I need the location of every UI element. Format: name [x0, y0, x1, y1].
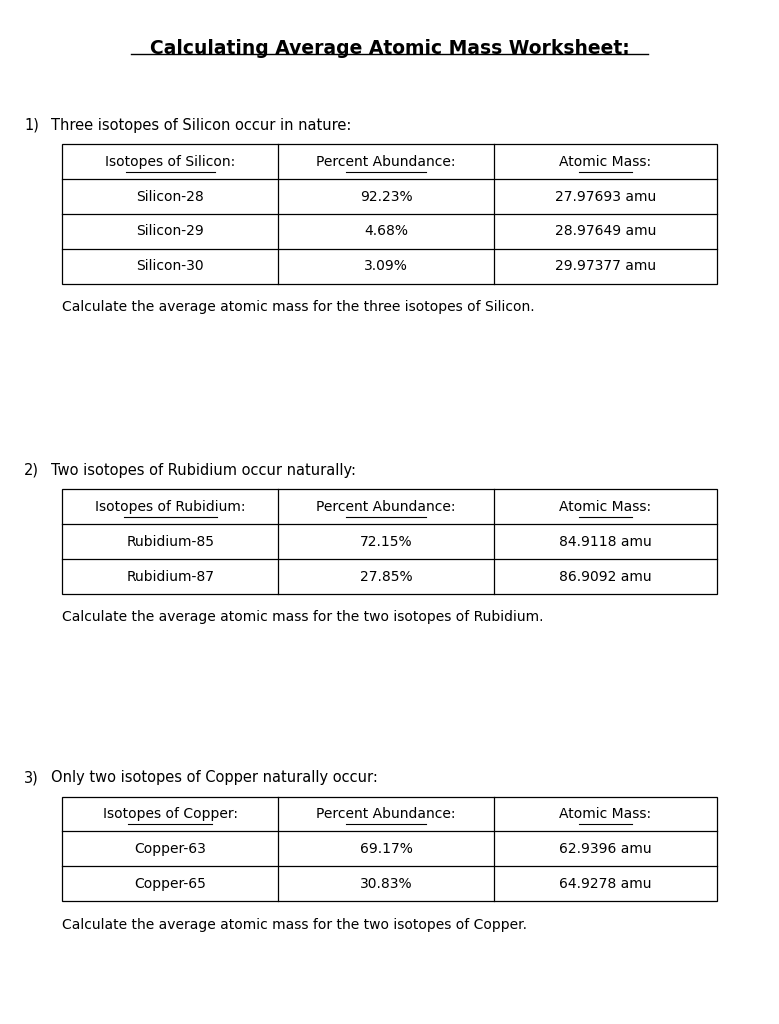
Text: 3): 3): [24, 770, 39, 785]
Text: 62.9396 amu: 62.9396 amu: [559, 842, 652, 856]
Text: Isotopes of Silicon:: Isotopes of Silicon:: [105, 155, 235, 169]
Text: 92.23%: 92.23%: [360, 189, 413, 204]
Text: 69.17%: 69.17%: [360, 842, 413, 856]
Text: Silicon-30: Silicon-30: [136, 259, 204, 273]
Text: 29.97377 amu: 29.97377 amu: [555, 259, 656, 273]
Text: 27.85%: 27.85%: [360, 569, 413, 584]
Text: 84.9118 amu: 84.9118 amu: [559, 535, 652, 549]
Text: 28.97649 amu: 28.97649 amu: [555, 224, 656, 239]
Text: Percent Abundance:: Percent Abundance:: [316, 807, 456, 821]
Bar: [62, 797, 717, 901]
Text: 1): 1): [24, 118, 39, 133]
Text: Calculate the average atomic mass for the two isotopes of Rubidium.: Calculate the average atomic mass for th…: [62, 610, 544, 625]
Text: Rubidium-87: Rubidium-87: [126, 569, 214, 584]
Text: Two isotopes of Rubidium occur naturally:: Two isotopes of Rubidium occur naturally…: [51, 463, 356, 478]
Text: Copper-63: Copper-63: [134, 842, 206, 856]
Text: 30.83%: 30.83%: [360, 877, 413, 891]
Text: 64.9278 amu: 64.9278 amu: [559, 877, 652, 891]
Bar: [62, 144, 717, 284]
Text: Copper-65: Copper-65: [134, 877, 206, 891]
Text: 3.09%: 3.09%: [365, 259, 408, 273]
Text: Calculate the average atomic mass for the three isotopes of Silicon.: Calculate the average atomic mass for th…: [62, 300, 535, 314]
Text: 86.9092 amu: 86.9092 amu: [559, 569, 652, 584]
Bar: [62, 489, 717, 594]
Text: Calculating Average Atomic Mass Worksheet:: Calculating Average Atomic Mass Workshee…: [150, 39, 629, 58]
Text: Atomic Mass:: Atomic Mass:: [559, 500, 651, 514]
Text: 72.15%: 72.15%: [360, 535, 413, 549]
Text: Three isotopes of Silicon occur in nature:: Three isotopes of Silicon occur in natur…: [51, 118, 351, 133]
Text: Percent Abundance:: Percent Abundance:: [316, 500, 456, 514]
Text: 2): 2): [24, 463, 39, 478]
Text: 4.68%: 4.68%: [365, 224, 408, 239]
Text: Calculate the average atomic mass for the two isotopes of Copper.: Calculate the average atomic mass for th…: [62, 918, 527, 932]
Text: Rubidium-85: Rubidium-85: [126, 535, 214, 549]
Text: Atomic Mass:: Atomic Mass:: [559, 155, 651, 169]
Text: Isotopes of Copper:: Isotopes of Copper:: [103, 807, 238, 821]
Text: 27.97693 amu: 27.97693 amu: [555, 189, 656, 204]
Text: Atomic Mass:: Atomic Mass:: [559, 807, 651, 821]
Text: Silicon-29: Silicon-29: [136, 224, 204, 239]
Text: Only two isotopes of Copper naturally occur:: Only two isotopes of Copper naturally oc…: [51, 770, 378, 785]
Text: Isotopes of Rubidium:: Isotopes of Rubidium:: [95, 500, 245, 514]
Text: Percent Abundance:: Percent Abundance:: [316, 155, 456, 169]
Text: Silicon-28: Silicon-28: [136, 189, 204, 204]
